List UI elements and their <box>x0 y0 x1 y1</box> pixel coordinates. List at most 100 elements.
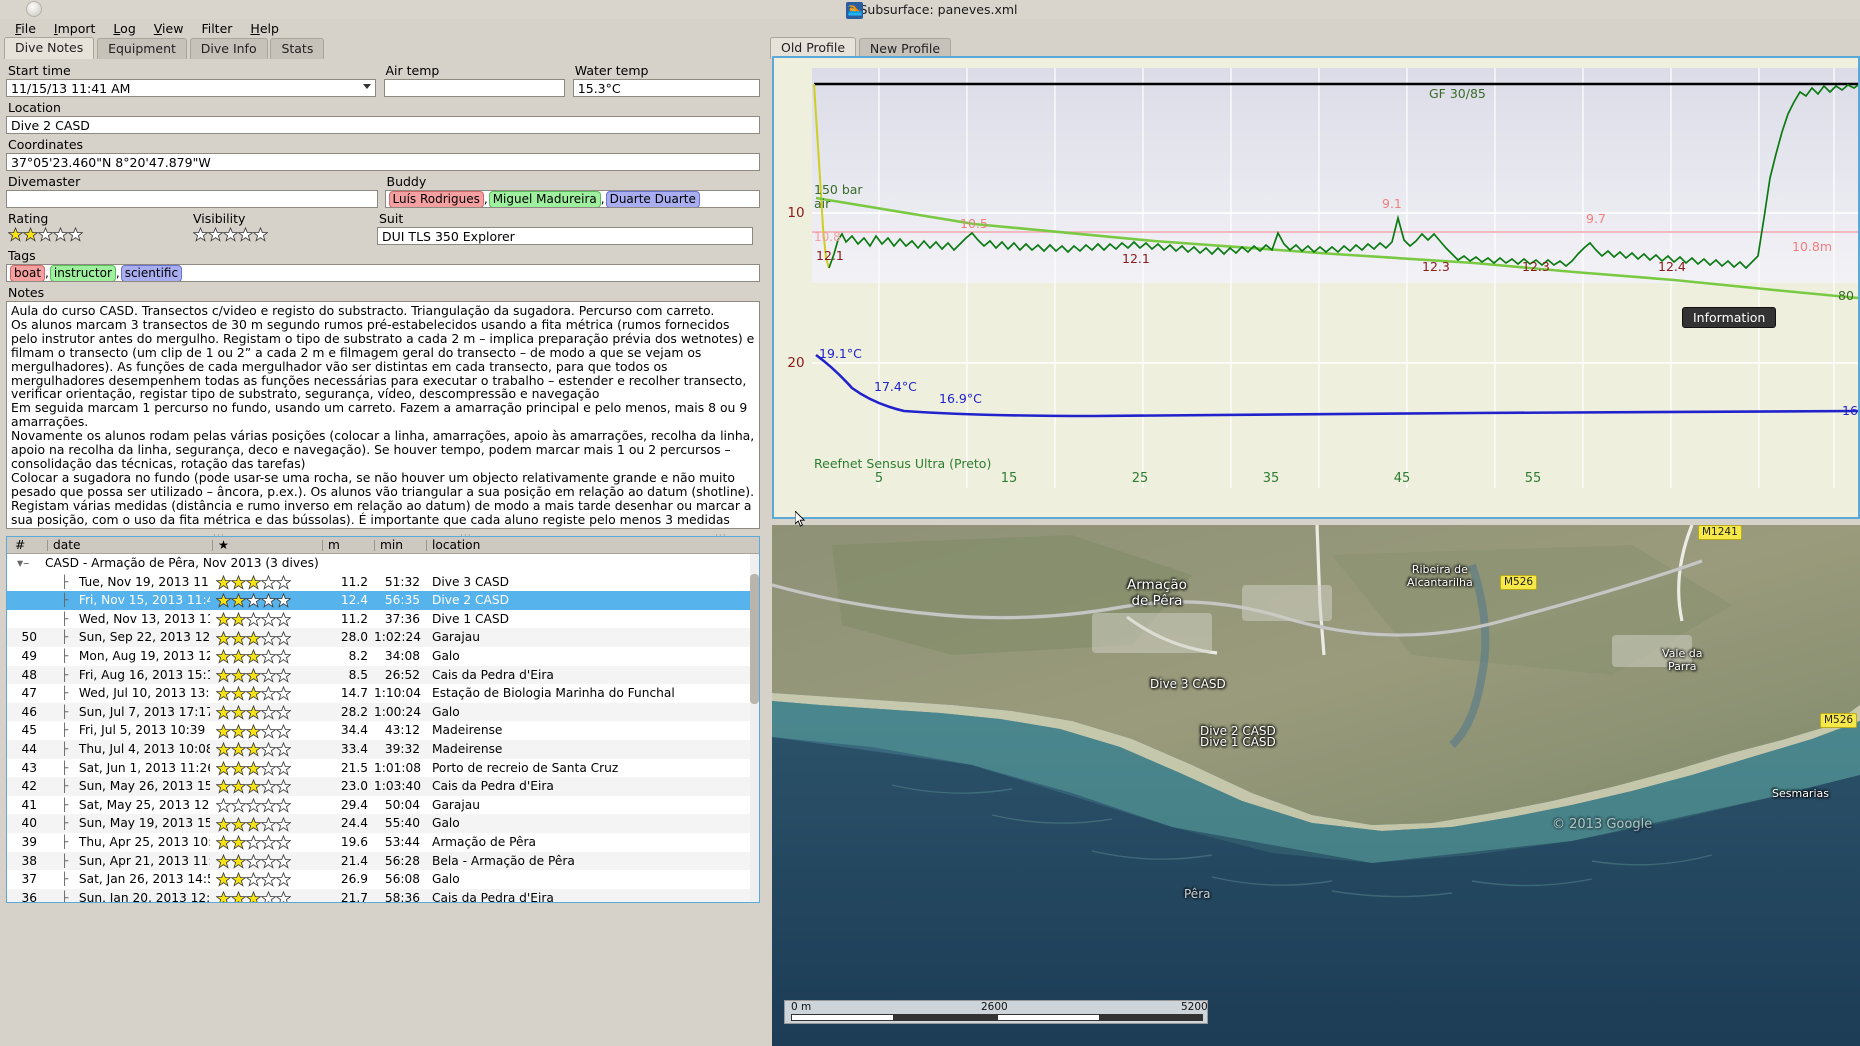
cell-rating[interactable] <box>212 647 322 666</box>
table-row[interactable]: ├ Wed, Nov 13, 2013 11:06 11.2 37:36 Dive 1… <box>7 610 759 629</box>
cell-rating[interactable] <box>212 833 322 852</box>
location-input[interactable]: Dive 2 CASD <box>6 116 760 134</box>
star-icon[interactable] <box>216 574 231 590</box>
star-icon[interactable] <box>261 649 276 664</box>
star-icon[interactable] <box>216 705 231 720</box>
star-icon[interactable] <box>276 593 291 609</box>
star-icon[interactable] <box>38 227 53 242</box>
star-icon[interactable] <box>276 612 291 627</box>
air-temp-input[interactable] <box>383 79 565 97</box>
column-header-location[interactable]: location <box>424 537 754 554</box>
table-row[interactable]: ├ Fri, Nov 15, 2013 11:41 12.4 56:35 Dive 2… <box>7 591 759 610</box>
star-icon[interactable] <box>8 227 23 242</box>
star-icon[interactable] <box>231 574 246 590</box>
column-header-depth[interactable]: m <box>320 537 372 554</box>
table-row[interactable]: 49 ├ Mon, Aug 19, 2013 12:06 8.2 34:08 Galo <box>7 647 759 666</box>
divemaster-input[interactable] <box>6 190 378 208</box>
star-icon[interactable] <box>276 574 291 590</box>
star-icon[interactable] <box>261 760 276 776</box>
table-row[interactable]: 48 ├ Fri, Aug 16, 2013 15:11 8.5 26:52 Cais … <box>7 665 759 685</box>
cell-rating[interactable] <box>212 666 322 685</box>
star-icon[interactable] <box>253 227 268 242</box>
cell-rating[interactable] <box>212 722 322 741</box>
table-row[interactable]: 50 ├ Sun, Sep 22, 2013 12:59 28.0 1:02:24 Ga… <box>7 628 759 647</box>
star-icon[interactable] <box>276 835 291 850</box>
cell-rating[interactable] <box>212 759 322 778</box>
star-icon[interactable] <box>231 853 246 869</box>
star-icon[interactable] <box>246 890 261 903</box>
cell-rating[interactable] <box>212 852 322 871</box>
star-icon[interactable] <box>246 612 261 627</box>
cell-rating[interactable] <box>212 610 322 629</box>
table-row[interactable]: 39 ├ Thu, Apr 25, 2013 10:28 19.6 53:44 Arma… <box>7 833 759 852</box>
star-icon[interactable] <box>231 798 246 813</box>
star-icon[interactable] <box>246 835 261 850</box>
buddy-input[interactable]: Luís Rodrigues, Miguel Madureira, Duarte… <box>384 190 760 208</box>
star-icon[interactable] <box>261 723 276 739</box>
expand-collapse-icon[interactable]: ▾– <box>17 556 30 570</box>
star-icon[interactable] <box>276 798 291 813</box>
star-icon[interactable] <box>216 686 231 702</box>
star-icon[interactable] <box>261 630 276 646</box>
buddy-chip[interactable]: Miguel Madureira <box>488 191 601 207</box>
table-row[interactable]: 40 ├ Sun, May 19, 2013 15:53 24.4 55:40 Galo <box>7 814 759 833</box>
star-icon[interactable] <box>246 779 261 795</box>
star-icon[interactable] <box>216 760 231 776</box>
star-icon[interactable] <box>261 742 276 757</box>
star-icon[interactable] <box>276 872 291 888</box>
star-icon[interactable] <box>261 593 276 609</box>
star-icon[interactable] <box>261 890 276 903</box>
star-icon[interactable] <box>261 835 276 850</box>
star-icon[interactable] <box>23 227 38 242</box>
menu-help[interactable]: Help <box>250 20 279 36</box>
star-icon[interactable] <box>276 853 291 869</box>
star-icon[interactable] <box>216 872 231 888</box>
star-icon[interactable] <box>231 742 246 757</box>
menu-import[interactable]: Import <box>53 20 96 36</box>
star-icon[interactable] <box>276 760 291 776</box>
star-icon[interactable] <box>231 872 246 888</box>
star-icon[interactable] <box>246 667 261 683</box>
star-icon[interactable] <box>216 853 231 869</box>
star-icon[interactable] <box>246 798 261 813</box>
chevron-down-icon[interactable] <box>362 84 371 89</box>
star-icon[interactable] <box>246 574 261 590</box>
tab-old-profile[interactable]: Old Profile <box>770 37 857 59</box>
star-icon[interactable] <box>261 872 276 888</box>
tab-dive-notes[interactable]: Dive Notes <box>4 37 95 59</box>
tag-chip[interactable]: boat <box>10 265 46 281</box>
suit-input[interactable]: DUI TLS 350 Explorer <box>377 227 753 245</box>
table-row[interactable]: 43 ├ Sat, Jun 1, 2013 11:26 21.5 1:01:08 Por… <box>7 759 759 778</box>
table-row[interactable]: 37 ├ Sat, Jan 26, 2013 14:58 26.9 56:08 Galo <box>7 870 759 889</box>
table-row[interactable]: 44 ├ Thu, Jul 4, 2013 10:08 33.4 39:32 Madei… <box>7 739 759 759</box>
cell-rating[interactable] <box>212 871 322 890</box>
star-icon[interactable] <box>231 890 246 903</box>
star-icon[interactable] <box>246 593 261 609</box>
star-icon[interactable] <box>261 816 276 832</box>
cell-rating[interactable] <box>212 889 322 903</box>
star-icon[interactable] <box>216 890 231 903</box>
dive-map[interactable]: Armação de Pêra Ribeira de Alcantarilha Va… <box>772 525 1860 1046</box>
scrollbar-thumb[interactable] <box>750 574 759 704</box>
star-icon[interactable] <box>216 593 231 609</box>
star-icon[interactable] <box>246 760 261 776</box>
star-icon[interactable] <box>276 649 291 664</box>
column-header-duration[interactable]: min <box>372 537 424 554</box>
star-icon[interactable] <box>208 227 223 242</box>
menu-filter[interactable]: Filter <box>201 20 233 36</box>
star-icon[interactable] <box>261 686 276 702</box>
water-temp-input[interactable]: 15.3°C <box>572 79 760 97</box>
star-icon[interactable] <box>231 630 246 646</box>
star-icon[interactable] <box>261 612 276 627</box>
coordinates-input[interactable]: 37°05'23.460"N 8°20'47.879"W <box>6 153 760 171</box>
menu-view[interactable]: View <box>153 20 184 36</box>
cell-rating[interactable] <box>212 592 322 611</box>
star-icon[interactable] <box>246 723 261 739</box>
star-icon[interactable] <box>246 816 261 832</box>
table-row[interactable]: 36 ├ Sun, Jan 20, 2013 12:33 21.7 58:36 Cais… <box>7 888 759 903</box>
table-row[interactable]: 46 ├ Sun, Jul 7, 2013 17:17 28.2 1:00:24 Gal… <box>7 702 759 722</box>
star-icon[interactable] <box>276 779 291 795</box>
star-icon[interactable] <box>193 227 208 242</box>
dive-group-row[interactable]: ▾– CASD - Armação de Pêra, Nov 2013 (3 di… <box>7 554 759 573</box>
star-icon[interactable] <box>276 742 291 757</box>
